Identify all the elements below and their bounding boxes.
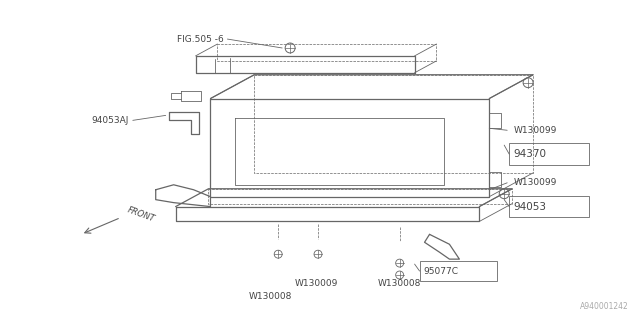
Text: W130099: W130099 — [514, 126, 557, 135]
Text: W130009: W130009 — [294, 279, 338, 288]
FancyBboxPatch shape — [420, 261, 497, 281]
Text: 94053: 94053 — [513, 202, 546, 212]
FancyBboxPatch shape — [509, 196, 589, 218]
FancyBboxPatch shape — [509, 143, 589, 165]
Text: W130008: W130008 — [248, 292, 292, 301]
Text: FIG.505 -6: FIG.505 -6 — [177, 35, 223, 44]
Text: 94053AJ: 94053AJ — [92, 116, 129, 125]
Text: W130099: W130099 — [514, 178, 557, 187]
Text: W130008: W130008 — [378, 279, 421, 288]
Text: A940001242: A940001242 — [580, 302, 628, 311]
Text: 95077C: 95077C — [424, 267, 458, 276]
Text: FRONT: FRONT — [126, 205, 156, 224]
Text: 94370: 94370 — [513, 149, 546, 159]
